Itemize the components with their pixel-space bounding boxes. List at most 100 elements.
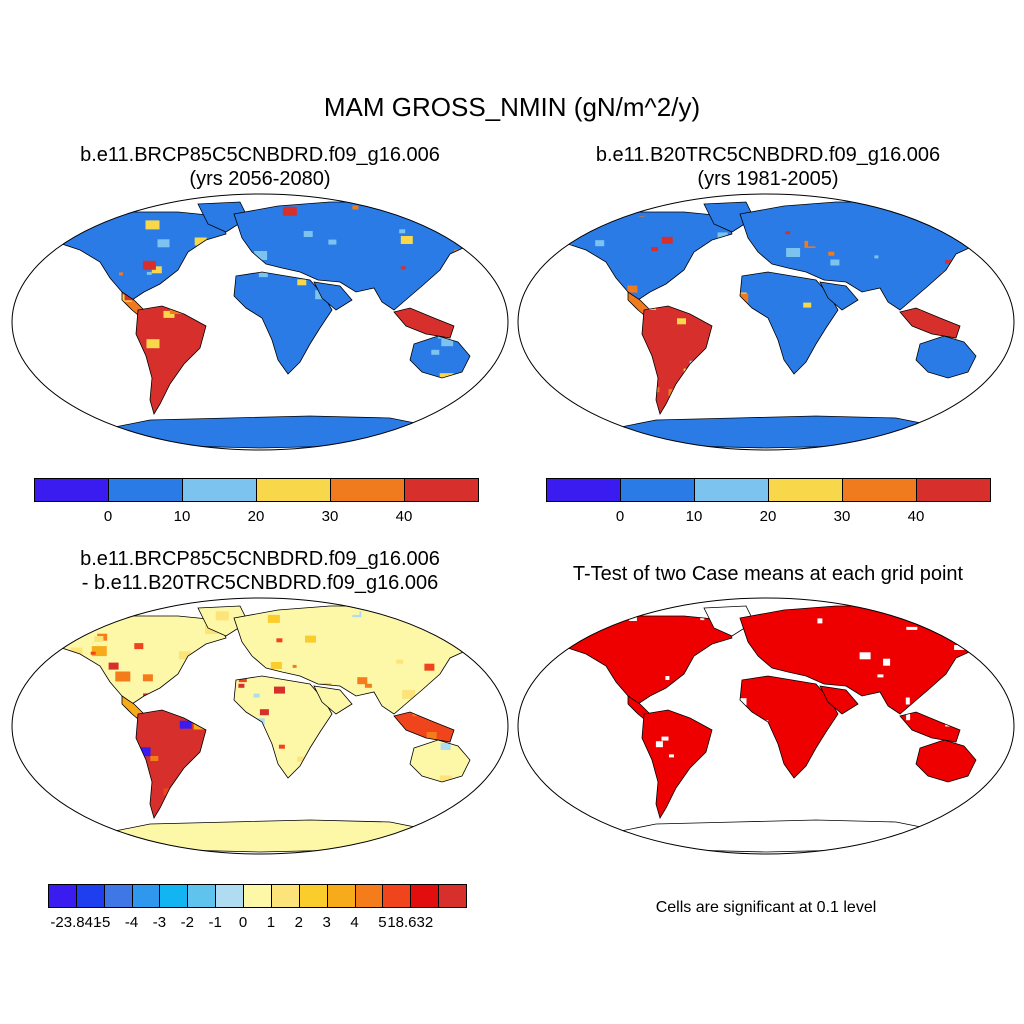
map-panel-top-left xyxy=(11,193,509,451)
colorbar-tick-label: 10 xyxy=(685,508,703,525)
colorbar-swatch xyxy=(48,884,77,908)
coastline-south-america xyxy=(135,709,207,819)
coastline-africa xyxy=(739,675,839,779)
coastline-africa xyxy=(233,675,333,779)
map-panel-bottom-right xyxy=(517,597,1015,855)
colorbar-swatch xyxy=(330,478,405,502)
colorbar-swatch xyxy=(326,884,356,908)
colorbar-tick-label: 5 xyxy=(378,914,387,931)
colorbar-tick-label: 18.632 xyxy=(387,914,434,931)
significance-note: Cells are significant at 0.1 level xyxy=(655,899,877,916)
map-boundary xyxy=(11,193,509,451)
coastline-north-america xyxy=(54,211,227,301)
colorbar-swatch xyxy=(694,478,769,502)
figure-title: MAM GROSS_NMIN (gN/m^2/y) xyxy=(323,92,701,122)
colorbar-tick-label: 2 xyxy=(294,914,303,931)
colorbar-swatch xyxy=(256,478,331,502)
colorbar-tick-label: -1 xyxy=(208,914,222,931)
colorbar-swatch xyxy=(438,884,467,908)
coastline-africa xyxy=(233,271,333,375)
panel-title-line2: (yrs 2056-2080) xyxy=(189,168,331,190)
coastline-north-america xyxy=(560,615,733,705)
coastline-southeast-asia xyxy=(899,711,961,743)
colorbar-tick-label: 30 xyxy=(833,508,851,525)
panel-title-line1: T-Test of two Case means at each grid po… xyxy=(572,563,964,585)
coastline-greenland xyxy=(703,605,755,637)
colorbar-tick-label: 0 xyxy=(103,508,113,525)
colorbar-tick-label: 0 xyxy=(615,508,625,525)
coastline-south-america xyxy=(641,305,713,415)
coastline-south-america xyxy=(135,305,207,415)
panel-title-line2: - b.e11.B20TRC5CNBDRD.f09_g16.006 xyxy=(81,572,439,594)
coastline-north-america xyxy=(560,211,733,301)
colorbar-swatch xyxy=(382,884,412,908)
colorbar-tick-label: 3 xyxy=(322,914,331,931)
colorbar-tick-label: 40 xyxy=(395,508,413,525)
colorbar-swatch xyxy=(108,478,183,502)
map-boundary xyxy=(11,597,509,855)
colorbar-tick-label: -5 xyxy=(97,914,111,931)
colorbar-swatch xyxy=(187,884,217,908)
colorbar-swatch xyxy=(768,478,843,502)
coastline-greenland xyxy=(197,201,249,233)
coastline-southeast-asia xyxy=(393,307,455,339)
colorbar-swatch xyxy=(916,478,991,502)
coastline-arabia xyxy=(819,685,859,715)
colorbar-swatch xyxy=(75,884,105,908)
coastline-southeast-asia xyxy=(899,307,961,339)
coastline-australia xyxy=(409,739,471,783)
map-panel-top-right xyxy=(517,193,1015,451)
colorbar-tick-label: -2 xyxy=(180,914,194,931)
panel-title-line1: b.e11.BRCP85C5CNBDRD.f09_g16.006 xyxy=(80,144,440,166)
colorbar-swatch xyxy=(298,884,328,908)
coastline-australia xyxy=(915,335,977,379)
colorbar-swatch xyxy=(404,478,479,502)
colorbar-swatch xyxy=(159,884,189,908)
coastline-south-america xyxy=(641,709,713,819)
colorbar-tick-label: 40 xyxy=(907,508,925,525)
panel-title-line1: b.e11.B20TRC5CNBDRD.f09_g16.006 xyxy=(595,144,941,166)
panel-title-top-left: b.e11.BRCP85C5CNBDRD.f09_g16.006 (yrs 20… xyxy=(30,143,490,191)
colorbar-tick-label: 10 xyxy=(173,508,191,525)
panel-title-line2: (yrs 1981-2005) xyxy=(697,168,839,190)
panel-title-bottom-left: b.e11.BRCP85C5CNBDRD.f09_g16.006 - b.e11… xyxy=(20,547,500,595)
map-boundary xyxy=(517,597,1015,855)
colorbar-swatch xyxy=(270,884,300,908)
map-panel-bottom-left xyxy=(11,597,509,855)
colorbar-swatch xyxy=(546,478,621,502)
colorbar-tick-label: 30 xyxy=(321,508,339,525)
map-boundary xyxy=(517,193,1015,451)
panel-title-top-right: b.e11.B20TRC5CNBDRD.f09_g16.006 (yrs 198… xyxy=(538,143,998,191)
colorbar-swatch xyxy=(410,884,440,908)
colorbar-swatch xyxy=(620,478,695,502)
coastline-australia xyxy=(409,335,471,379)
panel-title-bottom-right: T-Test of two Case means at each grid po… xyxy=(520,562,1016,586)
landmass-greenland xyxy=(704,606,754,636)
colorbar-swatch xyxy=(103,884,133,908)
coastline-north-america xyxy=(54,615,227,705)
colorbar-swatch xyxy=(215,884,245,908)
colorbar-swatch xyxy=(842,478,917,502)
colorbar-tick-label: 0 xyxy=(238,914,248,931)
coastline-greenland xyxy=(197,605,249,637)
colorbar-tick-label: 20 xyxy=(247,508,265,525)
colorbar-swatch xyxy=(354,884,384,908)
coastline-greenland xyxy=(703,201,755,233)
colorbar-tick-label: -4 xyxy=(124,914,139,931)
colorbar-tick-label: 20 xyxy=(759,508,777,525)
colorbar-swatch xyxy=(34,478,109,502)
coastline-africa xyxy=(739,271,839,375)
coastline-arabia xyxy=(313,685,353,715)
colorbar-tick-label: -3 xyxy=(152,914,167,931)
colorbar-tick-label: 1 xyxy=(266,914,276,931)
colorbar-swatch xyxy=(182,478,257,502)
coastline-australia xyxy=(915,739,977,783)
colorbar-swatch xyxy=(243,884,272,908)
coastline-arabia xyxy=(819,281,859,311)
landmass-antarctica xyxy=(596,820,946,852)
colorbar-tick-label: 4 xyxy=(350,914,359,931)
landmass-australia xyxy=(916,740,976,782)
colorbar-tick-label: -23.841 xyxy=(50,914,102,931)
coastline-southeast-asia xyxy=(393,711,455,743)
colorbar-swatch xyxy=(131,884,161,908)
